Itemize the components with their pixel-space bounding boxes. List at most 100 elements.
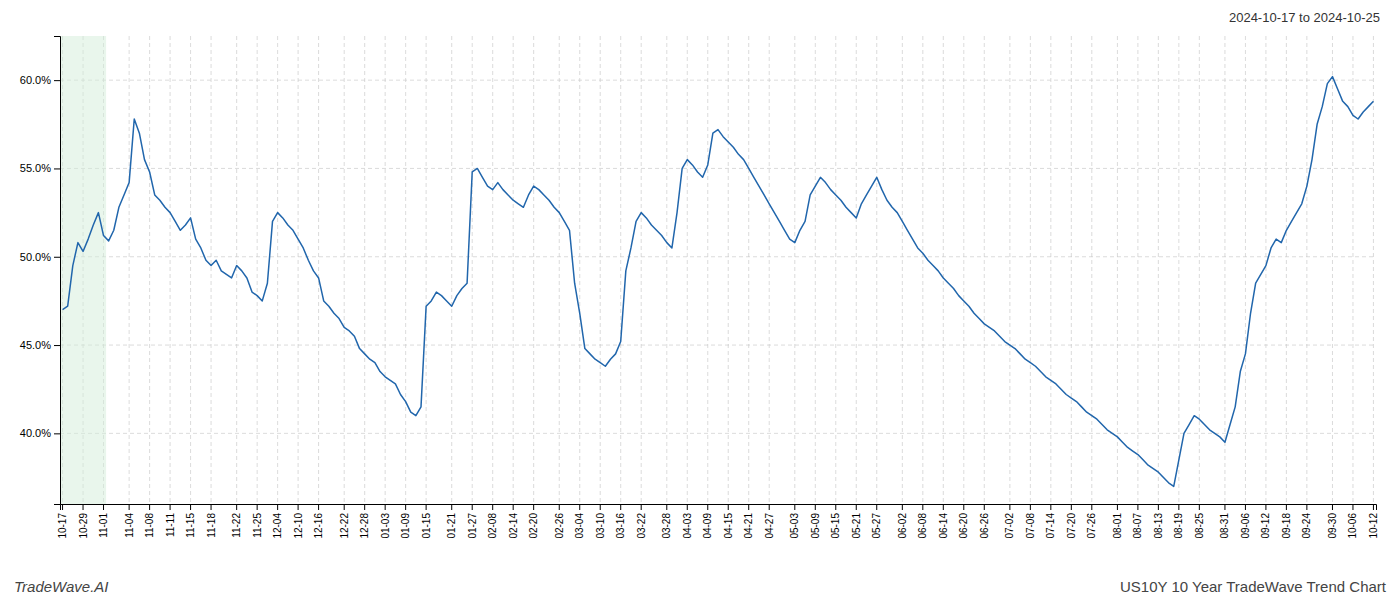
x-tick: 11-15 [185,504,196,538]
grid-line [364,36,365,504]
grid-line [666,36,667,504]
x-tick-mark [170,504,171,510]
x-tick-label: 02-20 [528,513,539,539]
x-tick-mark [1117,504,1118,510]
grid-line [149,36,150,504]
x-tick-label: 08-01 [1112,513,1123,539]
x-tick-label: 01-27 [467,513,478,539]
x-tick: 07-20 [1066,504,1077,539]
x-tick: 12-10 [293,504,304,539]
x-tick-label: 10-29 [78,513,89,539]
x-tick: 01-21 [446,504,457,539]
x-tick-mark [1332,504,1333,510]
x-tick: 05-15 [830,504,841,539]
x-tick: 12-04 [272,504,283,539]
grid-line [1332,36,1333,504]
x-tick-label: 10-06 [1347,513,1358,539]
x-tick-mark [728,504,729,510]
y-axis: 40.0%45.0%50.0%55.0%60.0% [20,37,61,505]
x-tick-label: 11-08 [144,513,155,538]
x-tick: 06-20 [958,504,969,539]
x-tick-mark [1178,504,1179,510]
x-tick-mark [190,504,191,510]
x-tick-mark [451,504,452,510]
x-tick-label: 02-14 [508,513,519,539]
x-tick: 10-29 [78,504,89,539]
x-tick-mark [600,504,601,510]
y-tick-label: 60.0% [20,74,51,86]
x-tick-mark [149,504,150,510]
grid-line [815,36,816,504]
grid-line [748,36,749,504]
grid-line [876,36,877,504]
grid-line [1071,36,1072,504]
x-tick-label: 07-14 [1045,513,1056,539]
x-tick-mark [815,504,816,510]
x-tick-label: 08-13 [1153,513,1164,539]
x-tick: 08-13 [1153,504,1164,539]
x-tick-mark [1050,504,1051,510]
x-tick: 01-03 [380,504,391,539]
x-tick-label: 06-02 [897,513,908,539]
x-tick: 08-01 [1112,504,1123,539]
x-tick-label: 11-01 [98,513,109,538]
x-tick-mark [1009,504,1010,510]
x-tick: 05-21 [851,504,862,539]
y-tick: 60.0% [20,74,60,86]
grid-line [190,36,191,504]
x-tick-label: 06-08 [917,513,928,539]
grid-line [60,433,1376,434]
x-tick: 11-25 [252,504,263,538]
x-tick-mark [318,504,319,510]
x-tick-mark [559,504,560,510]
y-tick-mark [54,433,60,434]
x-tick-mark [385,504,386,510]
x-tick-mark [1137,504,1138,510]
annotation: TradeWave.AI [14,578,108,595]
x-tick-mark [129,504,130,510]
grid-line [211,36,212,504]
grid-line [1009,36,1010,504]
x-tick-mark [922,504,923,510]
grid-line [620,36,621,504]
x-tick-mark [1091,504,1092,510]
x-tick-label: 09-18 [1281,513,1292,539]
x-tick-label: 04-21 [743,513,754,539]
x-tick-label: 09-06 [1240,513,1251,539]
x-tick-label: 02-26 [554,513,565,539]
x-tick-mark [1373,504,1374,510]
grid-line [1224,36,1225,504]
x-tick: 09-18 [1281,504,1292,539]
x-tick: 07-08 [1025,504,1036,539]
x-tick: 04-03 [682,504,693,539]
grid-line [943,36,944,504]
x-tick-label: 08-07 [1132,513,1143,539]
x-tick: 04-15 [723,504,734,539]
x-tick: 10-17 [57,504,68,539]
x-tick-mark [641,504,642,510]
grid-line [1091,36,1092,504]
x-tick: 05-27 [871,504,882,539]
grid-line [1265,36,1266,504]
x-tick: 03-28 [661,504,672,539]
x-tick: 07-14 [1045,504,1056,539]
x-tick-mark [856,504,857,510]
grid-line [405,36,406,504]
x-tick-mark [1245,504,1246,510]
x-tick-mark [902,504,903,510]
x-tick-label: 10-12 [1368,513,1379,539]
x-tick-mark [62,504,63,510]
x-tick-mark [513,504,514,510]
line [63,77,1374,487]
grid-line [856,36,857,504]
x-axis: 10-1710-2911-0111-0411-0811-1111-1511-18… [57,504,1379,539]
grid-line [170,36,171,504]
grid-line [1117,36,1118,504]
x-tick: 11-18 [206,504,217,538]
grid-line [129,36,130,504]
grid-line [728,36,729,504]
grid [60,36,1376,504]
x-tick-label: 03-04 [574,513,585,539]
x-tick-mark [984,504,985,510]
x-tick: 06-02 [897,504,908,539]
